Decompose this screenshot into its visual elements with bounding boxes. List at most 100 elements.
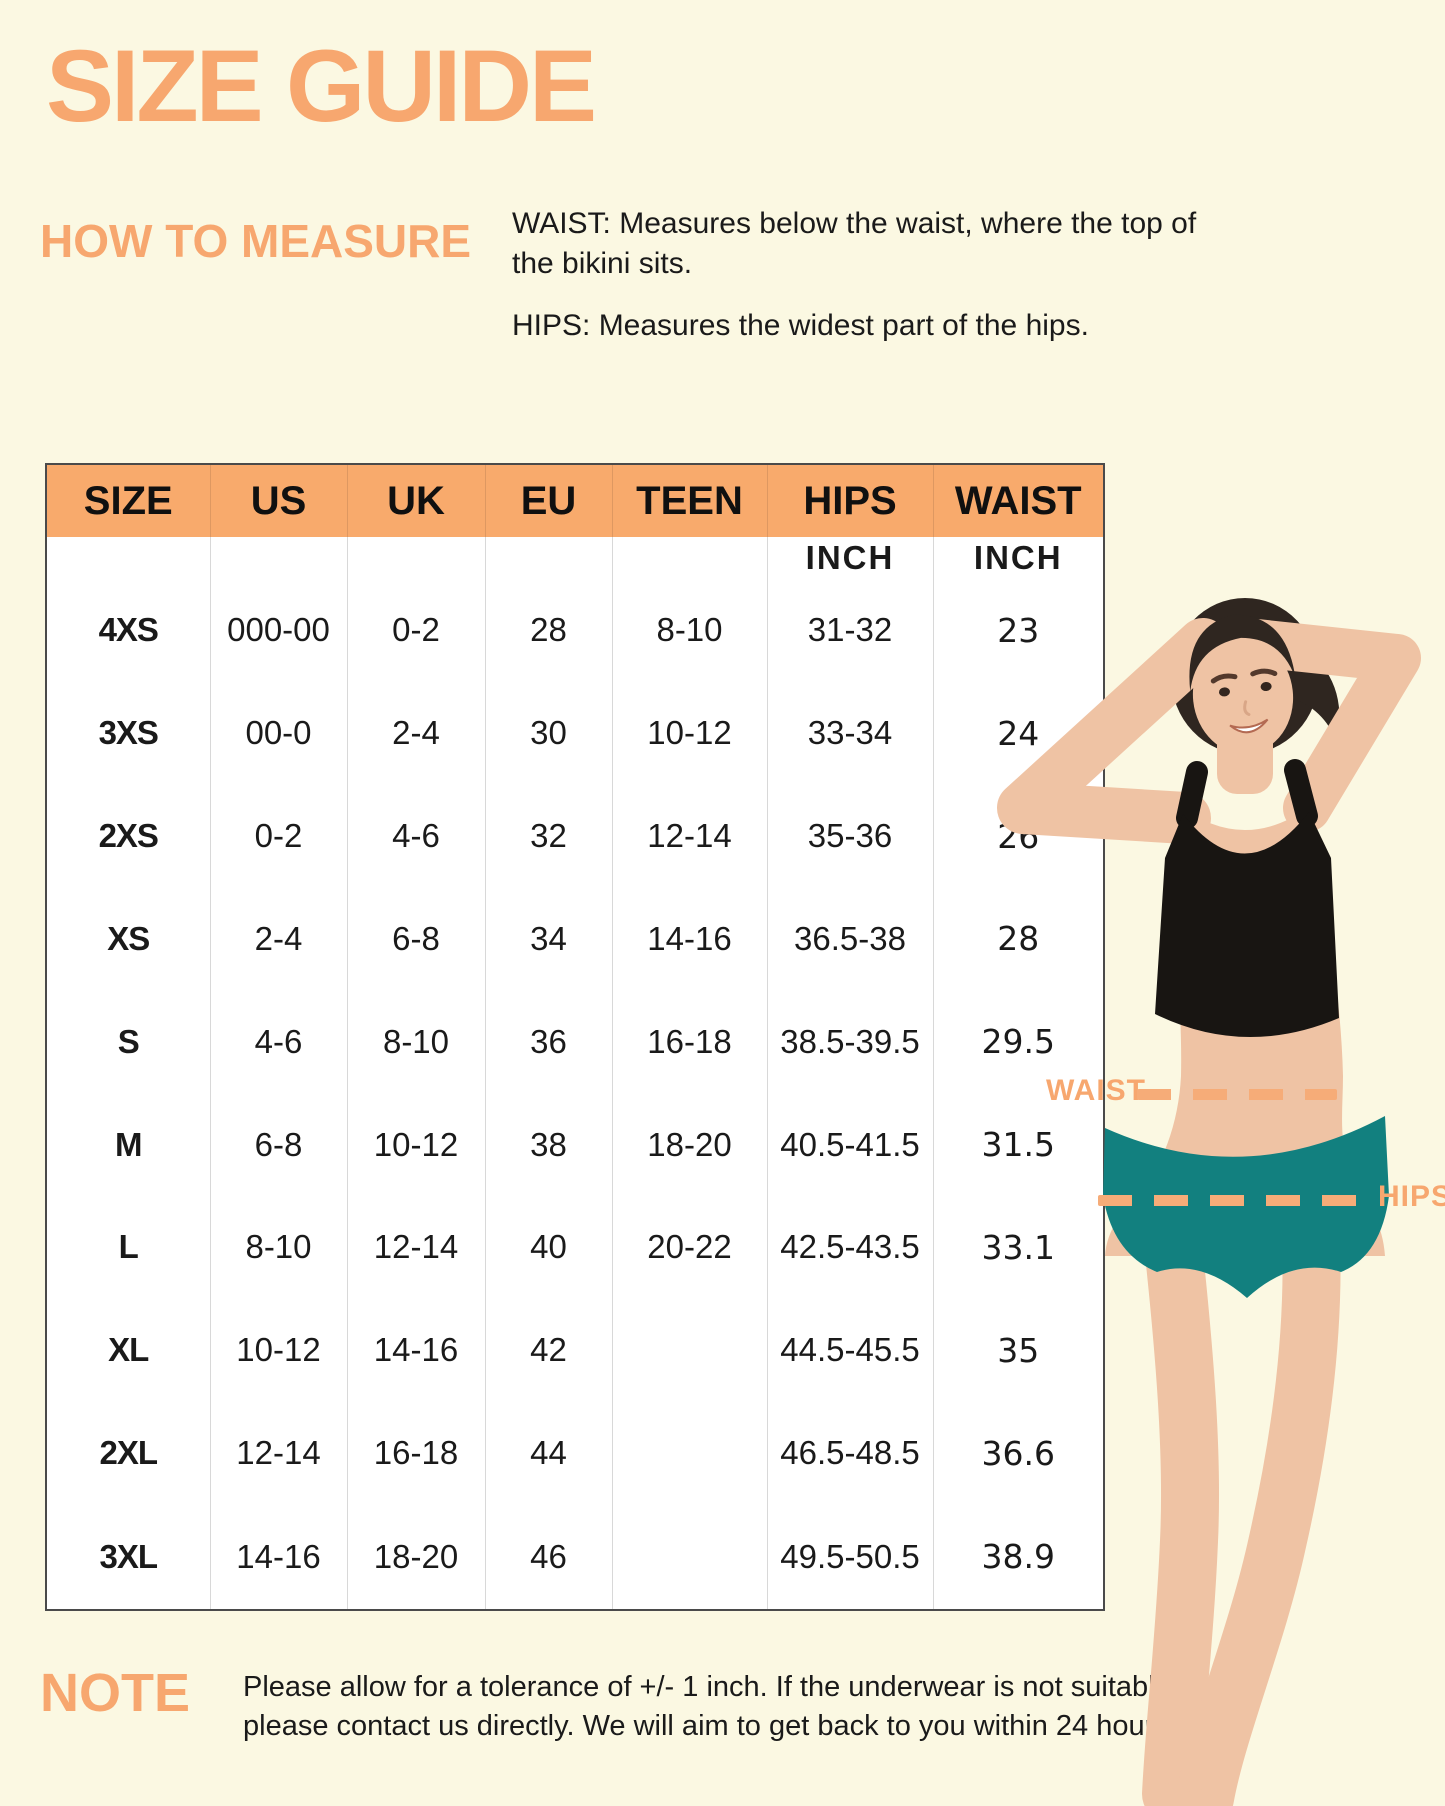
eyebrow-left — [1210, 673, 1238, 684]
header-waist: WAIST — [933, 464, 1104, 537]
waist-unit-label: INCH — [973, 539, 1063, 576]
cell-uk: 6-8 — [347, 887, 486, 991]
size-table: SIZE US UK EU TEEN HIPS WAIST INCH — [45, 463, 1105, 1611]
eyebrow-right — [1250, 668, 1278, 677]
size-table-container: SIZE US UK EU TEEN HIPS WAIST INCH — [45, 463, 1105, 1611]
cell-teen — [612, 1401, 768, 1505]
waist-instruction: WAIST: Measures below the waist, where t… — [512, 207, 1197, 280]
header-uk: UK — [347, 464, 486, 537]
cell-size: 2XS — [46, 784, 211, 888]
left-leg — [1142, 1215, 1220, 1806]
cell-uk: 12-14 — [347, 1196, 486, 1299]
note-label: NOTE — [40, 1663, 191, 1723]
cell-eu: 34 — [485, 887, 613, 991]
cell-hips: 46.5-48.5 — [767, 1401, 934, 1505]
cell-waist: 33.1 — [981, 1227, 1055, 1267]
cell-us: 0-2 — [210, 784, 348, 888]
cell-uk: 0-2 — [347, 579, 486, 682]
cell-uk: 4-6 — [347, 784, 486, 888]
cell-uk: 14-16 — [347, 1298, 486, 1402]
cell-waist: 23 — [997, 610, 1040, 650]
header-teen: TEEN — [612, 464, 768, 537]
table-row: 2XS 0-2 4-6 32 12-14 35-36 26 — [46, 784, 1104, 888]
cell-teen: 16-18 — [612, 990, 768, 1094]
cell-waist: 31.5 — [981, 1125, 1055, 1165]
table-row: L 8-10 12-14 40 20-22 42.5-43.5 33.1 — [46, 1196, 1104, 1299]
waist-dash-line — [1137, 1089, 1337, 1100]
table-row: M 6-8 10-12 38 18-20 40.5-41.5 31.5 — [46, 1093, 1104, 1197]
cell-us: 000-00 — [210, 579, 348, 682]
cell-teen — [612, 1298, 768, 1402]
waist-annotation-label: WAIST — [1046, 1074, 1146, 1107]
left-arm — [997, 618, 1229, 844]
cell-teen: 12-14 — [612, 784, 768, 888]
bikini-top — [1155, 812, 1339, 1038]
cell-us: 10-12 — [210, 1298, 348, 1402]
cell-size: M — [46, 1093, 211, 1197]
hair-front — [1189, 614, 1296, 692]
cell-waist: 24 — [997, 713, 1040, 753]
cell-teen: 20-22 — [612, 1196, 768, 1299]
cell-us: 4-6 — [210, 990, 348, 1094]
cell-uk: 18-20 — [347, 1504, 486, 1610]
cell-waist: 38.9 — [981, 1537, 1055, 1577]
cell-size: L — [46, 1196, 211, 1299]
cell-uk: 10-12 — [347, 1093, 486, 1197]
top-strap-left — [1176, 761, 1208, 829]
cell-teen: 10-12 — [612, 681, 768, 785]
cell-size: S — [46, 990, 211, 1094]
cell-us: 12-14 — [210, 1401, 348, 1505]
cell-eu: 32 — [485, 784, 613, 888]
cell-teen — [612, 1504, 768, 1610]
nose — [1243, 700, 1251, 716]
cell-waist: 28 — [997, 919, 1040, 959]
table-body: INCH INCH 4XS 000-00 0-2 28 8-10 31-32 23 3XS 00… — [46, 537, 1104, 1610]
note-text: Please allow for a tolerance of +/- 1 in… — [243, 1671, 1179, 1743]
cell-teen: 18-20 — [612, 1093, 768, 1197]
header-size: SIZE — [46, 464, 211, 537]
table-row: 3XS 00-0 2-4 30 10-12 33-34 24 — [46, 681, 1104, 785]
cell-uk: 2-4 — [347, 681, 486, 785]
cell-size: 4XS — [46, 579, 211, 682]
hips-annotation-label: HIPS — [1378, 1180, 1445, 1213]
cell-us: 2-4 — [210, 887, 348, 991]
cell-hips: 38.5-39.5 — [767, 990, 934, 1094]
cell-hips: 35-36 — [767, 784, 934, 888]
cell-eu: 28 — [485, 579, 613, 682]
table-row: 2XL 12-14 16-18 44 46.5-48.5 36.6 — [46, 1401, 1104, 1505]
cell-eu: 30 — [485, 681, 613, 785]
header-us: US — [210, 464, 348, 537]
model-photo — [997, 598, 1421, 1806]
cell-size: XL — [46, 1298, 211, 1402]
cell-waist: 36.6 — [981, 1433, 1055, 1473]
cell-waist: 29.5 — [981, 1022, 1055, 1062]
cell-hips: 33-34 — [767, 681, 934, 785]
cell-eu: 40 — [485, 1196, 613, 1299]
table-row: XS 2-4 6-8 34 14-16 36.5-38 28 — [46, 887, 1104, 991]
top-strap-right — [1284, 759, 1318, 827]
unit-row: INCH INCH — [46, 537, 1104, 579]
eye-right — [1260, 682, 1272, 692]
header-eu: EU — [485, 464, 613, 537]
left-foot — [1143, 1783, 1191, 1806]
cell-hips: 40.5-41.5 — [767, 1093, 934, 1197]
face — [1192, 638, 1294, 754]
measure-instructions: WAIST: Measures below the waist, where t… — [512, 204, 1242, 368]
right-leg — [1176, 1207, 1341, 1806]
cell-size: 2XL — [46, 1401, 211, 1505]
cell-us: 6-8 — [210, 1093, 348, 1197]
cell-teen: 8-10 — [612, 579, 768, 682]
cell-hips: 49.5-50.5 — [767, 1504, 934, 1610]
cell-size: 3XL — [46, 1504, 211, 1610]
cell-size: XS — [46, 887, 211, 991]
cell-waist: 35 — [997, 1330, 1040, 1370]
cell-hips: 31-32 — [767, 579, 934, 682]
table-row: 3XL 14-16 18-20 46 49.5-50.5 38.9 — [46, 1504, 1104, 1610]
cell-uk: 16-18 — [347, 1401, 486, 1505]
page-title: SIZE GUIDE — [46, 29, 597, 143]
cell-uk: 8-10 — [347, 990, 486, 1094]
bikini-bottom — [1103, 1116, 1389, 1298]
cell-teen: 14-16 — [612, 887, 768, 991]
cell-eu: 46 — [485, 1504, 613, 1610]
